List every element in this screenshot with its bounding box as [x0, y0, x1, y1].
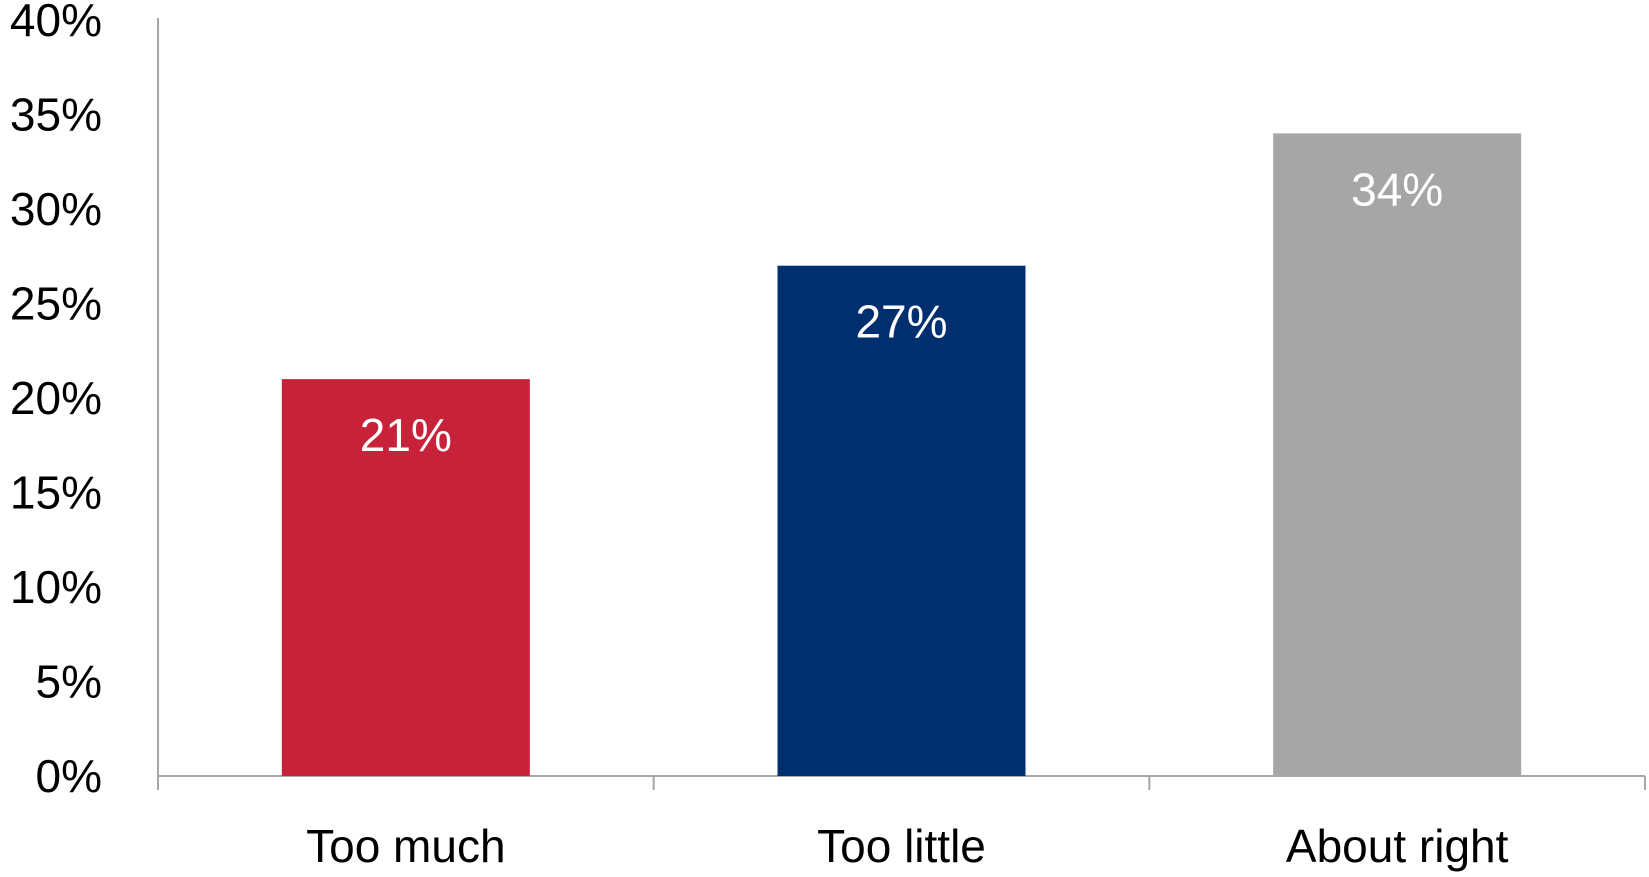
y-tick-label: 25% [10, 278, 102, 330]
bar-value-label: 34% [1351, 163, 1443, 215]
x-axis: Too much Too little About right [157, 775, 1646, 872]
bar-about-right [1273, 133, 1522, 776]
y-tick-label: 35% [10, 89, 102, 141]
y-tick-label: 10% [10, 561, 102, 613]
bar-too-little [777, 265, 1026, 776]
bar-value-label: 21% [360, 409, 452, 461]
x-category-label: About right [1286, 820, 1509, 872]
y-tick-label: 20% [10, 372, 102, 424]
bars [281, 133, 1522, 776]
x-category-label: Too little [817, 820, 986, 872]
y-tick-label: 30% [10, 183, 102, 235]
y-axis: 0% 5% 10% 15% 20% 25% 30% 35% 40% [10, 0, 159, 802]
bar-too-much [281, 379, 530, 776]
y-tick-label: 5% [36, 656, 102, 708]
x-category-label: Too much [306, 820, 505, 872]
y-tick-label: 40% [10, 0, 102, 46]
bar-value-label: 27% [855, 296, 947, 348]
y-tick-label: 0% [36, 750, 102, 802]
data-labels: 21% 27% 34% [360, 163, 1443, 461]
y-tick-label: 15% [10, 467, 102, 519]
